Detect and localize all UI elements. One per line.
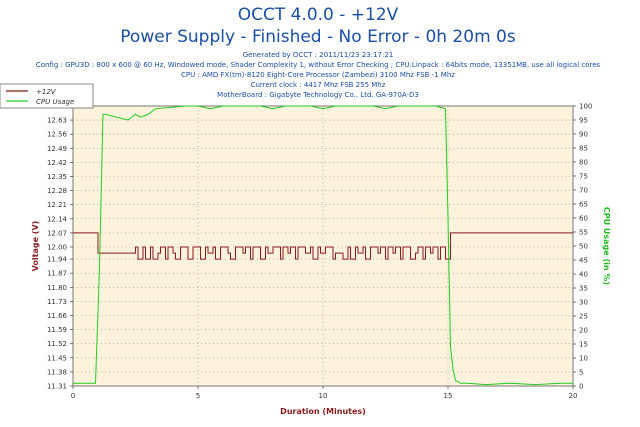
- y-tick-label: 12.63: [47, 117, 67, 125]
- y2-tick-label: 70: [579, 187, 588, 195]
- y-tick-label: 12.21: [47, 201, 67, 209]
- y-tick-label: 12.14: [47, 215, 68, 223]
- chart-title: OCCT 4.0.0 - +12V: [238, 5, 399, 25]
- y2-tick-label: 95: [579, 117, 588, 125]
- y2-tick-label: 40: [579, 271, 588, 279]
- y-tick-label: 11.59: [47, 326, 67, 334]
- legend-label-cpu: CPU Usage: [36, 98, 74, 106]
- y2-tick-label: 10: [579, 355, 588, 363]
- y-tick-label: 11.66: [47, 312, 68, 320]
- series-group: [73, 105, 573, 386]
- motherboard-info: MotherBoard : Gigabyte Technology Co., L…: [217, 91, 419, 99]
- y-tick-label: 12.42: [47, 159, 67, 167]
- y2-tick-label: 80: [579, 159, 588, 167]
- y-tick-label: 11.31: [47, 383, 67, 391]
- x-tick-label: 15: [444, 392, 453, 400]
- y2-tick-label: 65: [579, 201, 588, 209]
- y2-tick-label: 75: [579, 173, 588, 181]
- y2-axis-ticks: 0 5 10 15 20 25 30 35 40 45 50 55 60 65 70 75 80 85 90 95 10…: [573, 103, 592, 391]
- y-axis-label: Voltage (V): [31, 221, 40, 272]
- legend-label-voltage: +12V: [36, 88, 57, 96]
- y2-tick-label: 15: [579, 341, 588, 349]
- y-tick-label: 12.07: [47, 229, 67, 237]
- x-axis-ticks: 0 5 10 15 20: [71, 386, 578, 400]
- y2-tick-label: 20: [579, 327, 588, 335]
- y2-tick-label: 85: [579, 145, 588, 153]
- x-axis-label: Duration (Minutes): [280, 407, 366, 416]
- y2-tick-label: 45: [579, 257, 588, 265]
- y-tick-label: 12.49: [47, 145, 67, 153]
- y2-tick-label: 35: [579, 285, 588, 293]
- y2-tick-label: 50: [579, 243, 588, 251]
- legend: +12V CPU Usage: [0, 83, 94, 109]
- config-info: Config : GPU3D : 800 x 600 @ 60 Hz, Wind…: [36, 61, 601, 69]
- legend-box: [0, 83, 94, 109]
- y-tick-label: 11.52: [47, 340, 67, 348]
- y-tick-label: 11.94: [47, 256, 68, 264]
- x-tick-label: 10: [319, 392, 328, 400]
- y2-axis-label: CPU Usage (in %): [602, 207, 611, 285]
- series-line-voltage: [73, 232, 573, 260]
- y2-tick-label: 30: [579, 299, 588, 307]
- x-tick-label: 5: [196, 392, 200, 400]
- y2-tick-label: 5: [579, 369, 583, 377]
- grid-lines: [73, 106, 573, 386]
- y2-tick-label: 0: [579, 383, 583, 391]
- x-tick-label: 0: [71, 392, 75, 400]
- y-tick-label: 12.00: [47, 244, 67, 252]
- chart-subtitle: Power Supply - Finished - No Error - 0h …: [120, 27, 516, 47]
- y2-tick-label: 100: [579, 103, 592, 111]
- y-tick-label: 11.38: [47, 368, 67, 376]
- y2-tick-label: 25: [579, 313, 588, 321]
- y2-tick-label: 55: [579, 229, 588, 237]
- y2-tick-label: 90: [579, 131, 588, 139]
- y-tick-label: 11.45: [47, 354, 67, 362]
- clock-info: Current clock : 4417 Mhz FSB 255 Mhz: [251, 81, 386, 89]
- series-line-cpu-usage: [73, 105, 573, 386]
- generated-info: Generated by OCCT : 2011/11/23 23:17:21: [243, 51, 394, 59]
- y-tick-label: 12.35: [47, 173, 67, 181]
- y-tick-label: 12.56: [47, 131, 68, 139]
- y-tick-label: 11.73: [47, 298, 67, 306]
- y-tick-label: 11.80: [47, 284, 67, 292]
- y-axis-ticks: 11.31 11.38 11.45 11.52 11.59 11.66 11.73 11.80…: [47, 103, 73, 391]
- x-tick-label: 20: [569, 392, 578, 400]
- y2-tick-label: 60: [579, 215, 588, 223]
- y-tick-label: 11.87: [47, 270, 67, 278]
- y-tick-label: 12.28: [47, 187, 67, 195]
- cpu-info: CPU : AMD FX(tm)-8120 Eight-Core Process…: [181, 71, 455, 79]
